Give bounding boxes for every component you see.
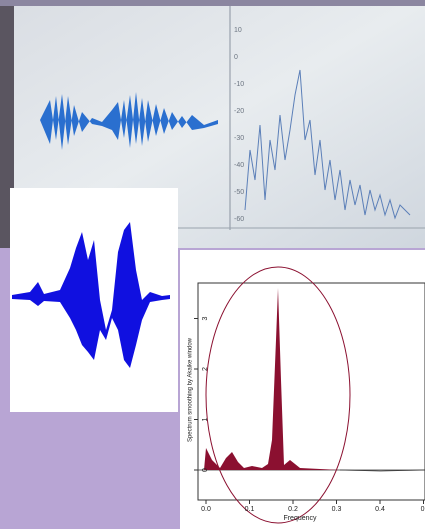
y-tick-label: 0 bbox=[202, 468, 209, 472]
screen-tick-label: -60 bbox=[234, 216, 244, 223]
screen-tick-label: -50 bbox=[234, 189, 244, 196]
screen-frame bbox=[0, 0, 425, 6]
x-tick-label: 0.4 bbox=[375, 506, 385, 513]
screen-tick-label: -40 bbox=[234, 162, 244, 169]
plot-frame bbox=[197, 282, 425, 501]
highlight-ellipse bbox=[205, 266, 351, 524]
x-axis-label: Frequency bbox=[283, 515, 317, 522]
screen-tick-label: -10 bbox=[234, 81, 244, 88]
x-tick-label: 0.0 bbox=[201, 506, 211, 513]
x-tick-label: 0.2 bbox=[288, 506, 298, 513]
screen-tick-label: -30 bbox=[234, 135, 244, 142]
waveform-panel bbox=[10, 188, 178, 412]
x-tick-label: 0.3 bbox=[332, 506, 342, 513]
y-axis-label: Spectrum smoothing by Akaike window bbox=[188, 337, 194, 442]
x-tick-label: 0. bbox=[421, 506, 425, 513]
waveform bbox=[12, 222, 170, 368]
screen-tick-label: 10 bbox=[234, 27, 242, 34]
y-tick-label: 2 bbox=[202, 367, 209, 371]
screen-tick-label: 0 bbox=[234, 54, 238, 61]
screen-tick-label: -20 bbox=[234, 108, 244, 115]
panel bbox=[180, 250, 425, 529]
x-tick-label: 0.1 bbox=[245, 506, 255, 513]
spectrum-panel: Spectrum smoothing by Akaike window Freq… bbox=[180, 250, 425, 529]
screen-frame bbox=[0, 0, 14, 248]
y-tick-label: 3 bbox=[202, 316, 209, 320]
screen-waveform bbox=[40, 92, 218, 150]
y-tick-label: 1 bbox=[202, 417, 209, 421]
spectrum-tail bbox=[339, 469, 425, 472]
screen-spectrum bbox=[244, 69, 411, 220]
